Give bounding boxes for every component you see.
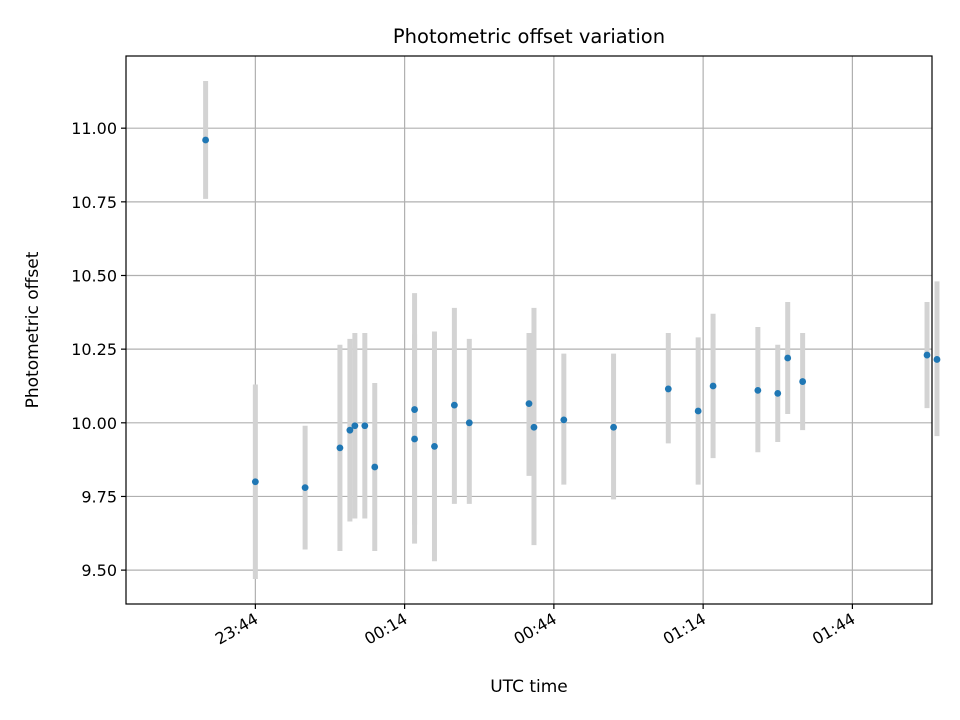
- data-point: [431, 442, 438, 450]
- data-point: [784, 354, 792, 362]
- data-point: [610, 423, 617, 431]
- data-point: [933, 356, 941, 363]
- data-point: [530, 423, 538, 431]
- y-tick-label: 10.75: [71, 193, 117, 212]
- data-point: [361, 422, 369, 430]
- y-axis: 9.50 9.75 10.00 10.25 10.50 10.75 11.00: [71, 119, 126, 580]
- data-point: [694, 407, 702, 415]
- data-point: [251, 478, 259, 486]
- data-point: [301, 484, 309, 492]
- y-tick-label: 10.25: [71, 340, 117, 359]
- y-tick-label: 10.00: [71, 414, 117, 433]
- data-point: [336, 444, 344, 452]
- plot-area-frame: [125, 55, 933, 605]
- data-point: [202, 136, 210, 144]
- data-point: [351, 422, 359, 430]
- data-point: [560, 416, 568, 424]
- data-point: [754, 386, 762, 394]
- y-tick-label: 9.50: [81, 561, 117, 580]
- data-point: [664, 385, 672, 393]
- data-point: [465, 419, 473, 427]
- x-axis-title: UTC time: [490, 677, 568, 697]
- chart-title: Photometric offset variation: [393, 25, 665, 48]
- data-markers: [202, 136, 941, 492]
- y-tick-label: 9.75: [81, 487, 117, 506]
- data-point: [450, 401, 458, 409]
- data-point: [774, 389, 782, 397]
- data-point: [411, 406, 418, 413]
- data-point: [346, 426, 354, 434]
- y-tick-label: 10.50: [71, 266, 117, 285]
- data-point: [525, 400, 533, 408]
- data-point: [799, 378, 807, 385]
- data-point: [411, 435, 418, 443]
- y-axis-title: Photometric offset: [23, 251, 43, 408]
- data-point: [371, 463, 379, 471]
- data-point: [709, 382, 717, 390]
- data-point: [923, 351, 931, 359]
- y-tick-label: 11.00: [71, 119, 117, 138]
